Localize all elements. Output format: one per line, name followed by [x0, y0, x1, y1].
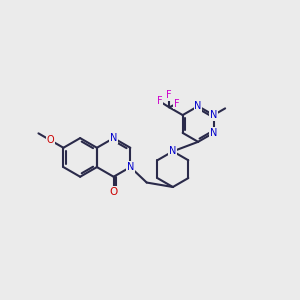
- Text: F: F: [174, 99, 179, 109]
- Text: O: O: [46, 135, 54, 145]
- Text: N: N: [210, 128, 217, 138]
- Text: N: N: [210, 110, 217, 120]
- Text: N: N: [110, 133, 117, 143]
- Text: O: O: [110, 187, 118, 196]
- Text: F: F: [157, 96, 163, 106]
- Text: N: N: [210, 128, 217, 138]
- Text: N: N: [169, 146, 176, 156]
- Text: F: F: [167, 91, 172, 100]
- Text: N: N: [194, 101, 202, 111]
- Text: N: N: [127, 162, 134, 172]
